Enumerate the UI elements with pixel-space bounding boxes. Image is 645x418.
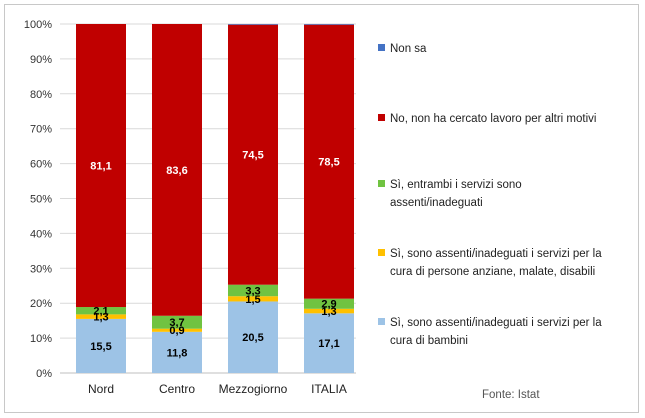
source-note: Fonte: Istat	[482, 389, 540, 401]
data-label: 3,3	[245, 285, 260, 297]
legend-label: cura di persone anziane, malate, disabil…	[390, 266, 595, 278]
y-tick-label: 50%	[30, 194, 52, 206]
bar-segment	[76, 24, 126, 308]
y-tick-label: 30%	[30, 263, 52, 275]
bar-segment	[304, 24, 354, 25]
data-label: 1,5	[245, 294, 260, 306]
bar-segment	[152, 24, 202, 316]
y-tick-label: 100%	[24, 19, 52, 31]
category-label: Nord	[88, 382, 114, 396]
y-tick-label: 80%	[30, 89, 52, 101]
y-tick-label: 60%	[30, 159, 52, 171]
data-label: 2,1	[93, 306, 108, 318]
y-tick-label: 10%	[30, 333, 52, 345]
legend-swatch	[378, 318, 385, 325]
legend-label: Sì, sono assenti/inadeguati i servizi pe…	[390, 317, 602, 329]
data-label: 17,1	[318, 338, 339, 350]
bar-segment	[228, 24, 278, 285]
y-tick-label: 20%	[30, 298, 52, 310]
bar-segment	[76, 307, 126, 315]
bar-segment	[304, 298, 354, 309]
category-label: ITALIA	[311, 382, 347, 396]
data-label: 1,3	[321, 306, 336, 318]
legend-swatch	[378, 249, 385, 256]
legend-label: cura di bambini	[390, 335, 468, 347]
data-label: 15,5	[90, 341, 111, 353]
data-label: 11,8	[167, 347, 188, 359]
category-label: Mezzogiorno	[219, 382, 288, 396]
bar-segment	[228, 301, 278, 373]
bar-segment	[152, 315, 202, 329]
bar-segment	[76, 314, 126, 319]
bar-segment	[152, 331, 202, 373]
bar-segment	[304, 24, 354, 299]
data-label: 20,5	[242, 332, 263, 344]
data-label: 0,9	[169, 325, 184, 337]
data-label: 81,1	[90, 161, 111, 173]
legend-label: Non sa	[390, 43, 427, 55]
legend-swatch	[378, 114, 385, 121]
bar-segment	[304, 308, 354, 314]
bar-segment	[228, 296, 278, 302]
legend-label: Sì, entrambi i servizi sono	[390, 179, 522, 191]
y-tick-label: 90%	[30, 54, 52, 66]
data-label: 2,9	[321, 299, 336, 311]
y-tick-label: 0%	[36, 368, 52, 380]
data-label: 1,3	[93, 312, 108, 324]
bar-segment	[152, 328, 202, 332]
bar-segment	[76, 318, 126, 373]
bar-segment	[228, 284, 278, 297]
data-label: 83,6	[166, 165, 187, 177]
legend-label: No, non ha cercato lavoro per altri moti…	[390, 113, 596, 125]
legend-swatch	[378, 180, 385, 187]
y-tick-label: 40%	[30, 228, 52, 240]
data-label: 3,7	[169, 317, 184, 329]
data-label: 78,5	[318, 157, 339, 169]
y-tick-label: 70%	[30, 124, 52, 136]
data-label: 74,5	[242, 150, 263, 162]
legend-label: Sì, sono assenti/inadeguati i servizi pe…	[390, 248, 602, 260]
bar-segment	[228, 24, 278, 25]
legend-swatch	[378, 44, 385, 51]
bar-segment	[304, 313, 354, 373]
legend-label: assenti/inadeguati	[390, 197, 483, 209]
category-label: Centro	[159, 382, 195, 396]
